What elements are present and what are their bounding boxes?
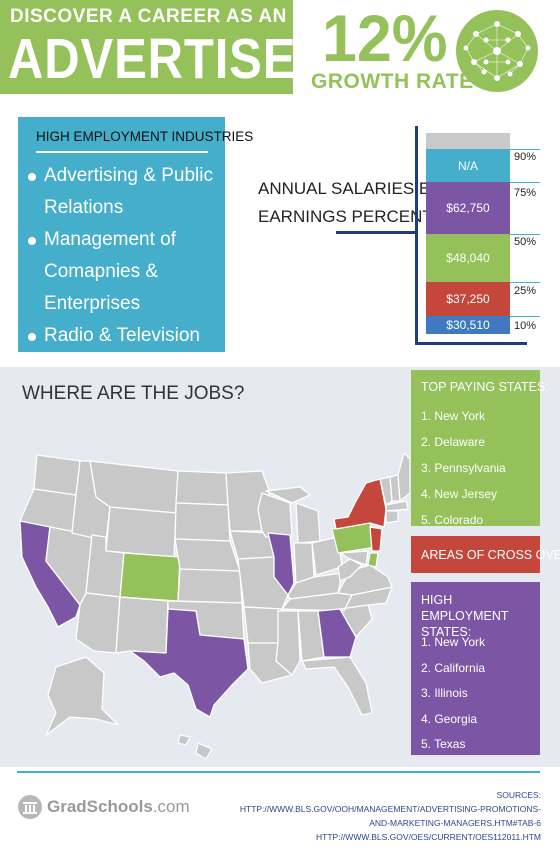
us-map (19, 452, 410, 760)
salary-bar-label: N/A (457, 158, 478, 173)
industry-item: Advertising & Public Relations (26, 160, 226, 224)
bracket-line (415, 126, 418, 232)
bracket-line (415, 342, 527, 345)
source-link[interactable]: AND-MARKETING-MANAGERS.HTM#TAB-6 (369, 818, 541, 828)
top-paying-state: 1. New York (421, 409, 486, 423)
state-new-jersey (369, 526, 383, 552)
state-hawaii-2 (195, 742, 213, 760)
state-north-dakota (175, 470, 229, 506)
state-new-mexico (115, 596, 169, 654)
logo-brand: GradSchools (47, 797, 153, 816)
state-south-dakota (174, 502, 231, 542)
salary-title: ANNUAL SALARIES BY EARNINGS PERCENTILE (258, 175, 458, 231)
high-employment-state: 2. California (421, 660, 486, 675)
percentile-tick (510, 149, 540, 150)
state-washington (33, 454, 81, 496)
network-icon (456, 10, 538, 92)
high-employment-panel: HIGH EMPLOYMENT STATES: 1. New York 2. C… (411, 582, 540, 755)
state-west-virginia (337, 558, 363, 582)
salary-bar-label: $48,040 (446, 251, 490, 265)
high-employment-state: 4. Georgia (421, 711, 478, 726)
high-employment-title: HIGH EMPLOYMENT STATES: (421, 593, 509, 639)
salary-bar-75: $62,750 (426, 182, 510, 234)
state-colorado (119, 552, 181, 602)
industries-panel: HIGH EMPLOYMENT INDUSTRIES Advertising &… (18, 117, 253, 378)
pillar-icon (18, 795, 42, 819)
salary-bar-top-cap (426, 133, 510, 149)
state-texas (129, 608, 249, 718)
top-paying-state: 2. Delaware (421, 435, 486, 449)
gradschools-logo[interactable]: GradSchools.com (18, 792, 190, 822)
source-link[interactable]: HTTP://WWW.BLS.GOV/OES/CURRENT/OES112011… (316, 832, 541, 842)
state-florida (301, 656, 373, 716)
state-kansas (177, 568, 243, 604)
title-big: ADVERTISER (8, 27, 333, 91)
percentile-tick (510, 182, 540, 183)
percentile-tick (510, 282, 540, 283)
top-paying-list: 1. New York 2. Delaware 3. Pennsylvania … (421, 403, 506, 533)
industries-title: HIGH EMPLOYMENT INDUSTRIES (36, 129, 254, 144)
state-indiana (293, 542, 315, 584)
percentile-label: 90% (514, 151, 537, 163)
state-delaware (367, 552, 379, 568)
salary-bar-25: $37,250 (426, 282, 510, 316)
industries-divider (36, 151, 208, 153)
percentile-label: 25% (514, 285, 537, 297)
state-maryland (339, 550, 369, 566)
salary-bar-label: $37,250 (446, 292, 490, 306)
percentile-tick (510, 234, 540, 235)
industries-list: Advertising & Public Relations Managemen… (26, 160, 226, 384)
bracket-line (336, 231, 418, 234)
jobs-title: WHERE ARE THE JOBS? (22, 383, 245, 404)
state-michigan-upper (265, 486, 311, 504)
high-employment-state: 5. Texas (421, 737, 466, 751)
source-link[interactable]: HTTP://WWW.BLS.GOV/OOH/MANAGEMENT/ADVERT… (239, 804, 541, 814)
sources-title: SOURCES: (496, 790, 541, 800)
state-maine (397, 452, 410, 502)
high-employment-list: 1. New York 2. California 3. Illinois 4.… (421, 630, 485, 758)
top-paying-state: 3. Pennsylvania (421, 461, 506, 475)
salary-title-line-2: EARNINGS PERCENTILE (258, 207, 459, 226)
title-small: DISCOVER A CAREER AS AN (10, 6, 287, 27)
logo-suffix: .com (152, 797, 190, 816)
growth-rate-value: 12% (322, 1, 448, 75)
salary-bar-90: N/A (426, 149, 510, 182)
cross-over-legend: AREAS OF CROSS OVER (411, 536, 560, 573)
state-arizona (75, 592, 121, 654)
state-new-york (333, 478, 387, 530)
sources: SOURCES: HTTP://WWW.BLS.GOV/OOH/MANAGEME… (240, 788, 541, 844)
percentile-tick (510, 316, 540, 317)
logo-text: GradSchools.com (47, 797, 190, 817)
salary-bar-label: $30,510 (446, 318, 490, 332)
salary-title-line-1: ANNUAL SALARIES BY (258, 179, 442, 198)
salary-bar-label: $62,750 (446, 201, 490, 215)
state-alaska (45, 656, 119, 736)
top-paying-state: 4. New Jersey (421, 487, 498, 501)
title-banner: DISCOVER A CAREER AS AN ADVERTISER (0, 0, 332, 94)
top-paying-state: 5. Colorado (421, 513, 484, 527)
growth-rate-label: GROWTH RATE (311, 70, 474, 93)
state-connecticut (385, 510, 399, 524)
top-paying-panel: TOP PAYING STATES: 1. New York 2. Delawa… (411, 370, 549, 527)
state-hawaii (177, 734, 191, 746)
percentile-label: 75% (514, 187, 537, 199)
header: DISCOVER A CAREER AS AN ADVERTISER 12% G… (0, 0, 560, 110)
salary-bar-10: $30,510 (426, 316, 510, 334)
jobs-section: WHERE ARE THE JOBS? (0, 367, 560, 767)
top-paying-title: TOP PAYING STATES: (421, 380, 549, 394)
state-arkansas (243, 606, 283, 644)
state-michigan (295, 502, 321, 544)
state-wyoming (105, 506, 177, 558)
industry-item: Management of Comapnies & Enterprises (26, 224, 226, 320)
salary-bar-50: $48,040 (426, 234, 510, 282)
state-wisconsin (257, 492, 293, 538)
footer-divider (17, 771, 540, 773)
high-employment-state: 1. New York (421, 635, 486, 649)
percentile-label: 10% (514, 320, 537, 332)
high-employment-state: 3. Illinois (421, 686, 468, 700)
percentile-label: 50% (514, 236, 537, 248)
state-massachusetts (385, 500, 409, 512)
bracket-line (415, 231, 418, 345)
state-nebraska (174, 538, 241, 572)
